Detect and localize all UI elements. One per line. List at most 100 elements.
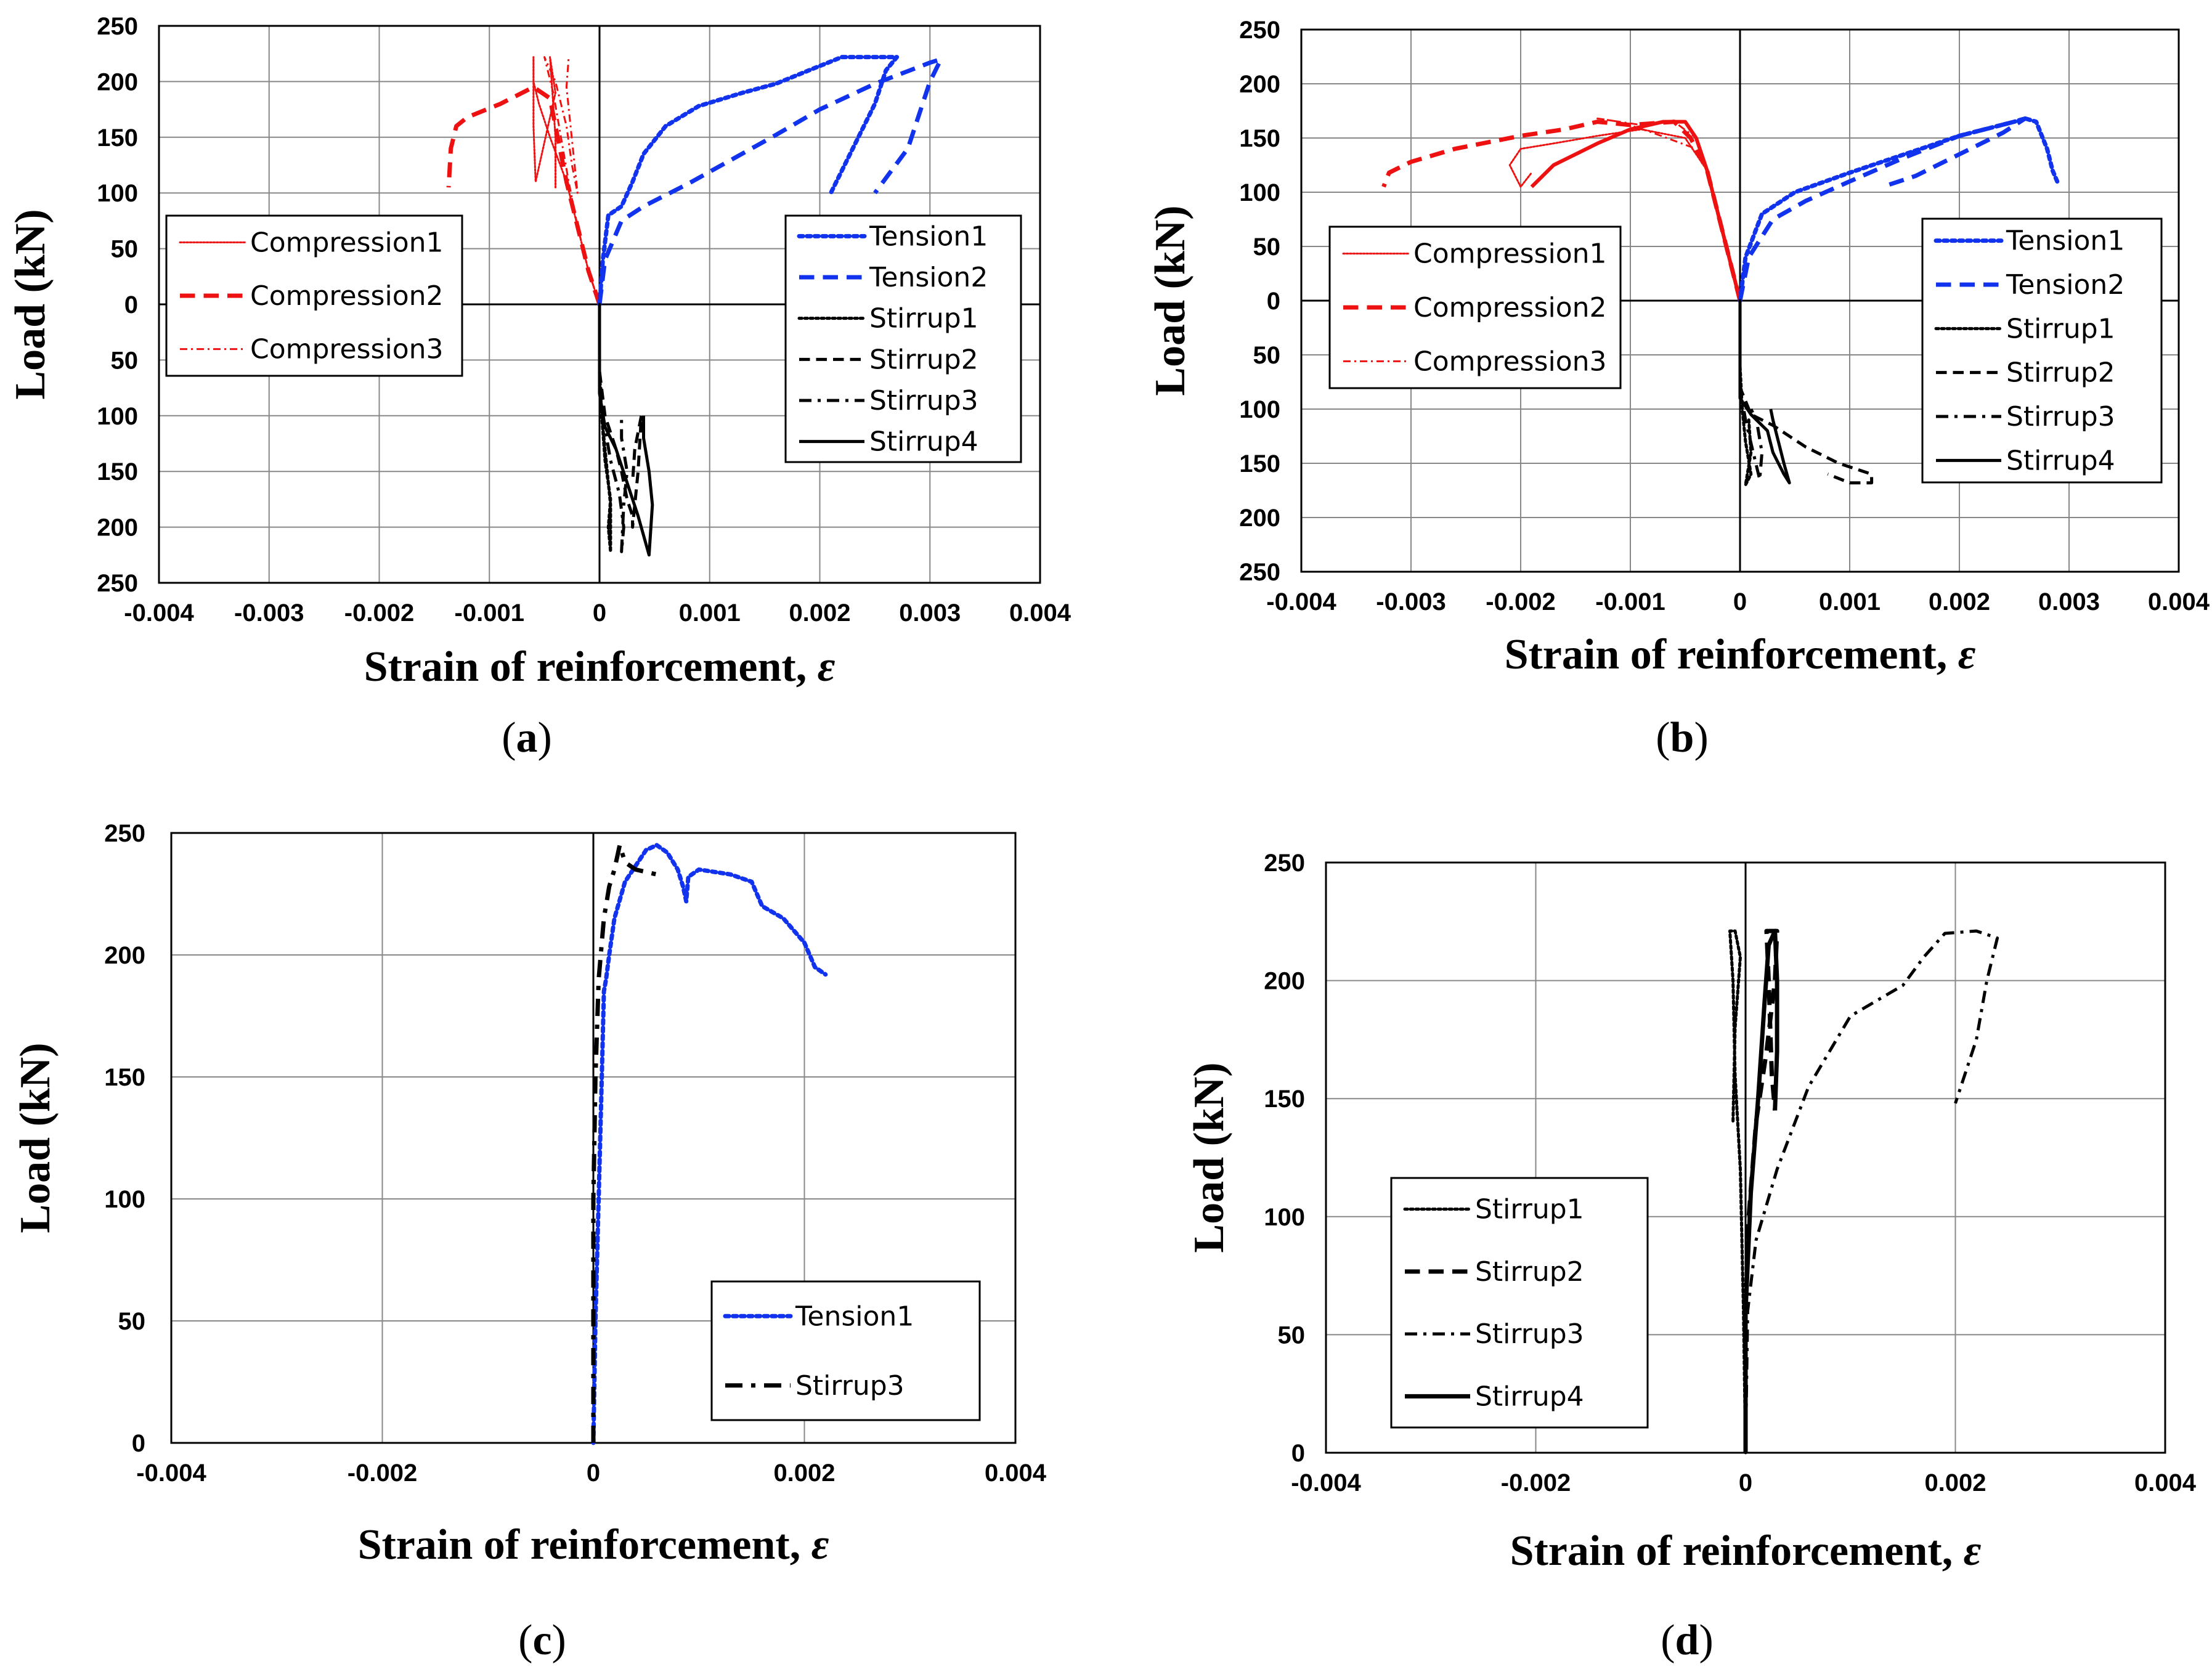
caption-paren-close: ) (538, 714, 552, 761)
x-tick-label: -0.002 (1486, 588, 1555, 615)
plot-frame (1300, 28, 2180, 573)
legend-left: Compression1 Compression2 Compression3 (1328, 225, 1622, 389)
legend-entry: Stirrup3 (1475, 1318, 1584, 1350)
y-tick-label: 150 (1239, 450, 1280, 477)
legend-box (1390, 1177, 1649, 1429)
y-tick-label: 100 (97, 403, 138, 430)
y-tick-label: 150 (1239, 125, 1280, 152)
legend-entry: Stirrup1 (869, 303, 978, 335)
panel-caption: (a) (502, 714, 552, 761)
x-tick-label: 0.003 (899, 599, 961, 627)
series-line-stirrup3 (1744, 929, 1999, 1453)
y-tick-label: 50 (1253, 233, 1281, 261)
x-tick-label: 0.003 (2038, 588, 2100, 615)
legend-entry: Tension1 (795, 1301, 914, 1332)
caption-letter: d (1675, 1617, 1699, 1664)
panel-caption: (b) (1656, 714, 1709, 761)
chart-panel-a: -0.004 -0.003 -0.002 -0.001 0 0.001 0.002 0.003… (7, 13, 1071, 761)
legend-entry: Stirrup2 (869, 344, 978, 375)
y-tick-label: 0 (124, 291, 138, 319)
series-line-compression3-solid (1530, 120, 1742, 301)
series-line-compression2 (446, 84, 602, 306)
series-line-tension1 (591, 843, 828, 1445)
x-tick-label: -0.002 (1501, 1469, 1571, 1496)
y-tick-label: 250 (97, 570, 138, 597)
legend-right: Tension1 Stirrup3 (710, 1280, 981, 1421)
caption-paren-open: ( (1661, 1617, 1675, 1664)
x-tick-label: 0.002 (1924, 1469, 1986, 1496)
y-tick-label: 50 (111, 236, 139, 263)
series-line-stirrup3 (598, 304, 629, 553)
caption-letter: b (1670, 714, 1694, 761)
x-tick-label: -0.004 (1291, 1469, 1361, 1496)
legend-entry: Compression2 (250, 280, 444, 312)
plot-frame (158, 25, 1041, 584)
legend-entry: Compression3 (1413, 346, 1607, 377)
y-tick-label: 50 (118, 1308, 146, 1335)
x-tick-label: -0.002 (348, 1460, 417, 1487)
y-tick-label: 200 (1239, 71, 1280, 98)
series-line-stirrup4 (1738, 301, 1791, 485)
legend-entry: Compression3 (250, 334, 444, 365)
y-axis-label: Load (kN) (12, 1042, 59, 1233)
legend-entry: Stirrup1 (1475, 1194, 1584, 1225)
x-tick-label: 0.002 (789, 599, 850, 627)
y-tick-label: 250 (1239, 559, 1280, 586)
legend-entry: Tension1 (2006, 225, 2125, 257)
series-line-stirrup4 (1743, 928, 1779, 1453)
y-tick-label: 200 (104, 942, 145, 969)
series-line-tension2 (597, 57, 943, 305)
legend-left: Compression1 Compression2 Compression3 (165, 214, 463, 377)
y-axis-label: Load (kN) (1185, 1062, 1233, 1253)
x-tick-label: 0.002 (1929, 588, 1990, 615)
legend-entry: Stirrup3 (795, 1370, 905, 1402)
y-tick-label: 100 (1264, 1204, 1305, 1231)
legend-entry: Stirrup4 (1475, 1381, 1584, 1412)
x-tick-label: 0 (1739, 1469, 1752, 1496)
legend-entry: Stirrup4 (869, 426, 978, 458)
y-tick-label: 100 (1239, 179, 1280, 206)
legend-entry: Compression2 (1413, 292, 1607, 323)
x-tick-label: -0.001 (1595, 588, 1665, 615)
y-tick-label: 100 (97, 180, 138, 207)
x-tick-label: -0.001 (455, 599, 524, 627)
x-tick-label: -0.003 (234, 599, 304, 627)
x-axis-label-text: Strain of reinforcement, (1510, 1527, 1964, 1575)
legend-box (784, 214, 1022, 463)
y-tick-label: 200 (1239, 505, 1280, 532)
y-tick-label: 150 (97, 124, 138, 152)
legend-box (1921, 217, 2163, 484)
caption-letter: a (516, 714, 538, 761)
x-axis-label-symbol: ε (1958, 631, 1976, 678)
caption-paren-open: ( (1656, 714, 1670, 761)
y-tick-label: 250 (1264, 850, 1305, 877)
panel-caption: (c) (518, 1617, 566, 1664)
series-line-stirrup4 (598, 304, 654, 557)
legend-left: Stirrup1 Stirrup2 Stirrup3 Stirrup4 (1390, 1177, 1649, 1429)
legend-entry: Compression1 (1413, 238, 1607, 270)
y-tick-label: 100 (1239, 396, 1280, 423)
x-axis-label-text: Strain of reinforcement, (358, 1521, 811, 1569)
y-tick-label: 50 (1253, 342, 1281, 369)
y-tick-label: 200 (97, 514, 138, 542)
y-tick-label: 50 (1278, 1322, 1306, 1349)
x-tick-label: 0.004 (2148, 588, 2210, 615)
y-tick-label: 250 (97, 13, 138, 40)
y-tick-label: 200 (97, 68, 138, 95)
x-axis-label-text: Strain of reinforcement, (1505, 631, 1958, 678)
legend-right: Tension1 Tension2 Stirrup1 Stirrup2 Stirrup3… (784, 214, 1022, 463)
x-tick-label: 0 (593, 599, 606, 627)
chart-panel-b: -0.004 -0.003 -0.002 -0.001 0 0.001 0.002 0.003… (1147, 17, 2210, 761)
x-tick-label: 0.001 (1819, 588, 1881, 615)
y-tick-label: 0 (1267, 288, 1280, 315)
series-line-stirrup3 (591, 843, 657, 1443)
x-tick-label: 0.002 (773, 1460, 835, 1487)
x-tick-label: 0 (1733, 588, 1747, 615)
legend-entry: Stirrup3 (869, 385, 978, 416)
legend-entry: Stirrup2 (2006, 357, 2115, 389)
y-tick-label: 250 (1239, 17, 1280, 44)
x-tick-label: 0.004 (985, 1460, 1047, 1487)
x-axis-label-symbol: ε (1964, 1527, 1982, 1575)
x-axis-label: Strain of reinforcement, ε (358, 1521, 829, 1569)
